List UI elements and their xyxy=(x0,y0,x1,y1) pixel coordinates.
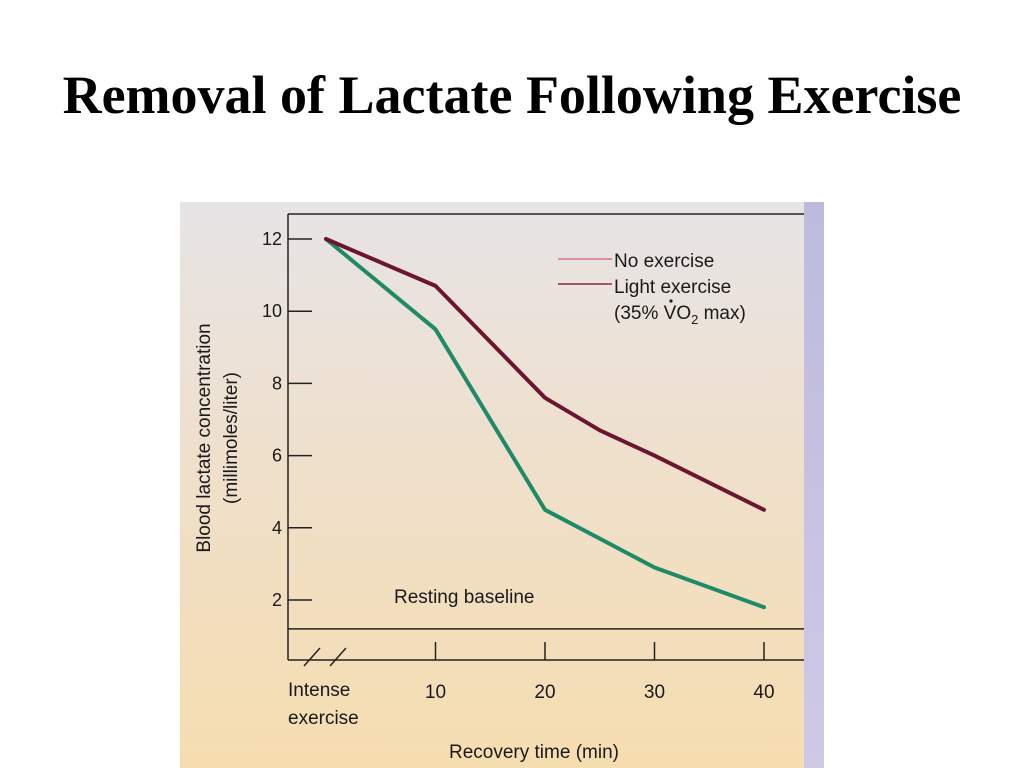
legend-label-intensity: (35% VO2 max) xyxy=(614,303,746,327)
y-tick-label-12: 12 xyxy=(262,229,282,249)
x-tick-label-20: 20 xyxy=(534,682,555,703)
y-axis-title: Blood lactate concentration xyxy=(194,323,215,552)
x-tick-label-10: 10 xyxy=(425,682,446,703)
legend-label-light-exercise: Light exercise xyxy=(614,277,731,298)
series-line-no-exercise xyxy=(324,237,766,512)
plot-panel xyxy=(180,202,804,768)
vo2-dot-mark xyxy=(669,299,673,303)
chart-figure: 2 4 6 8 10 12 10 20 30 40 Intense exercise Recovery … xyxy=(180,202,824,768)
x-tick-label-40: 40 xyxy=(753,682,774,703)
y-tick-label-10: 10 xyxy=(262,301,282,321)
legend-label-no-exercise: No exercise xyxy=(614,251,714,272)
series-line-light-exercise xyxy=(324,237,766,610)
y-tick-label-8: 8 xyxy=(272,373,282,393)
axis-break-mark-2 xyxy=(329,647,347,667)
y-tick-label-4: 4 xyxy=(272,518,282,538)
x-tick-label-30: 30 xyxy=(644,682,665,703)
axis-break-mark-1 xyxy=(303,647,321,667)
lactate-chart: 2 4 6 8 10 12 10 20 30 40 Intense exercise Recovery … xyxy=(180,202,824,768)
y-axis-units: (millimoles/liter) xyxy=(221,372,242,504)
x-axis-title: Recovery time (min) xyxy=(449,742,619,763)
x-origin-label-line1: Intense xyxy=(288,680,350,701)
y-tick-label-2: 2 xyxy=(272,590,282,610)
y-tick-label-6: 6 xyxy=(272,446,282,466)
x-origin-label-line2: exercise xyxy=(288,708,359,729)
resting-baseline-label: Resting baseline xyxy=(394,587,534,608)
slide-title: Removal of Lactate Following Exercise xyxy=(62,65,962,125)
